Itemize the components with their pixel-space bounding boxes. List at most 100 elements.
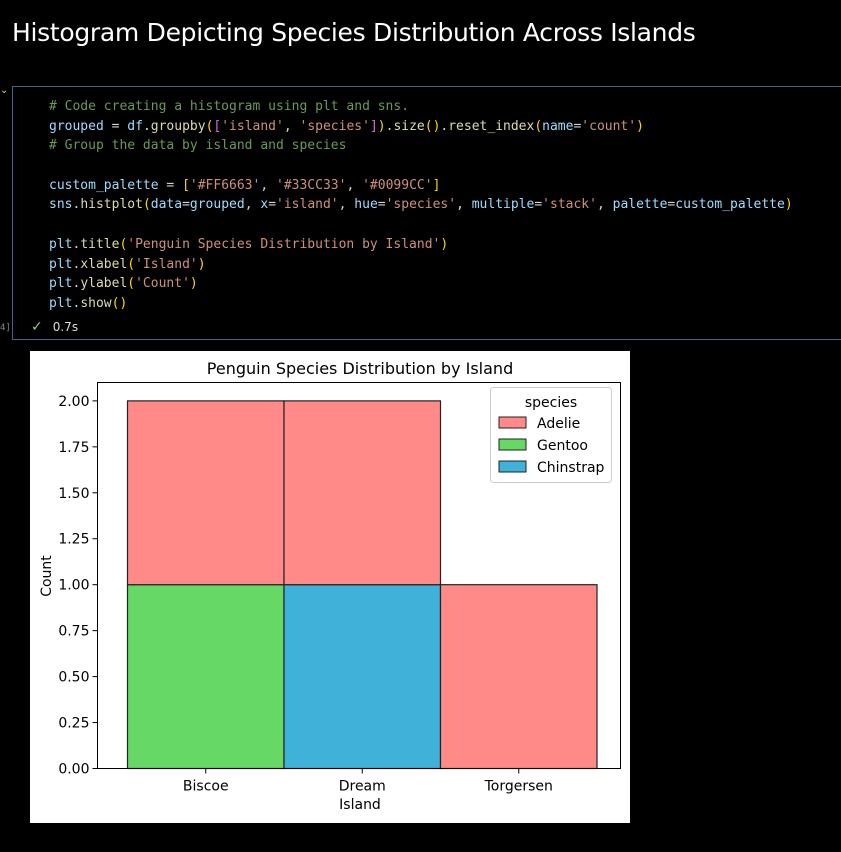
code-token: # Code creating a histogram using plt an… bbox=[49, 99, 410, 114]
code-token: custom_palette bbox=[675, 197, 785, 213]
y-tick-label: 1.25 bbox=[58, 532, 89, 548]
code-token: plt bbox=[49, 256, 73, 272]
code-token: ] bbox=[432, 177, 441, 193]
code-token: reset_index bbox=[448, 118, 535, 134]
code-token: . bbox=[72, 236, 81, 252]
code-editor[interactable]: # Code creating a histogram using plt an… bbox=[49, 97, 793, 314]
code-token: = bbox=[667, 197, 676, 213]
code-token: '#FF6663' bbox=[189, 177, 261, 193]
legend-swatch bbox=[498, 416, 527, 429]
code-line: plt.show() bbox=[49, 294, 793, 314]
y-axis-label: Count bbox=[39, 555, 55, 597]
code-token: sns bbox=[49, 197, 73, 213]
execution-time: 0.7s bbox=[52, 320, 79, 334]
code-token: . bbox=[72, 276, 81, 292]
legend-title: species bbox=[525, 395, 577, 411]
chart-title: Penguin Species Distribution by Island bbox=[207, 359, 513, 378]
code-line: custom_palette = ['#FF6663', '#33CC33', … bbox=[49, 176, 793, 196]
code-token: 'island' bbox=[276, 197, 339, 213]
bar-torgersen-adelie bbox=[439, 584, 598, 770]
code-token: = bbox=[377, 197, 386, 213]
code-token: name bbox=[542, 118, 574, 134]
code-token: plt bbox=[49, 295, 73, 311]
legend-label: Chinstrap bbox=[537, 460, 605, 476]
bar-dream-chinstrap bbox=[283, 584, 442, 770]
code-token: 'island' bbox=[221, 118, 284, 134]
code-token: , bbox=[338, 197, 355, 213]
code-token: ) bbox=[784, 197, 793, 213]
code-token: ( bbox=[127, 256, 136, 272]
code-token: [ bbox=[182, 177, 190, 193]
code-line bbox=[49, 156, 793, 176]
bar-dream-adelie bbox=[283, 400, 442, 586]
code-token: 'Island' bbox=[135, 256, 198, 272]
code-token: '#0099CC' bbox=[362, 177, 433, 193]
code-token: () bbox=[424, 118, 441, 134]
code-token: = bbox=[103, 118, 128, 134]
code-token: ] bbox=[369, 118, 378, 134]
legend-swatch bbox=[498, 438, 527, 451]
x-tick-label: Dream bbox=[339, 779, 386, 795]
code-token: grouped bbox=[189, 197, 245, 213]
code-token: ( bbox=[127, 276, 136, 292]
legend-box bbox=[490, 387, 612, 483]
code-token: histplot bbox=[80, 197, 143, 213]
code-token: . bbox=[385, 118, 394, 134]
histogram-chart: Penguin Species Distribution by Island 0… bbox=[39, 359, 621, 813]
code-token: , bbox=[346, 177, 363, 193]
legend-label: Gentoo bbox=[537, 438, 588, 454]
code-token: palette bbox=[612, 197, 668, 213]
code-line: plt.title('Penguin Species Distribution … bbox=[49, 235, 793, 255]
code-line bbox=[49, 215, 793, 235]
x-axis-label: Island bbox=[339, 797, 381, 813]
y-tick-label: 2.00 bbox=[58, 394, 89, 410]
code-token: = bbox=[534, 197, 543, 213]
legend-label: Adelie bbox=[537, 416, 580, 432]
code-token: ( bbox=[205, 118, 214, 134]
code-token: hue bbox=[354, 197, 378, 213]
code-token: xlabel bbox=[80, 256, 128, 272]
code-token: multiple bbox=[471, 197, 535, 213]
legend: species Adelie Gentoo Chinstrap bbox=[490, 387, 612, 483]
y-tick-label: 1.00 bbox=[58, 578, 89, 594]
code-token: = bbox=[182, 197, 190, 213]
code-token: # Group the data by island and species bbox=[49, 138, 347, 154]
code-token: '#33CC33' bbox=[276, 177, 347, 193]
code-token: 'species' bbox=[385, 197, 457, 213]
code-cell[interactable]: # Code creating a histogram using plt an… bbox=[12, 86, 841, 340]
code-token: = bbox=[573, 118, 582, 134]
code-line: plt.ylabel('Count') bbox=[49, 274, 793, 294]
code-token: ) bbox=[440, 236, 449, 252]
y-tick-label: 1.75 bbox=[58, 440, 89, 456]
code-token: ylabel bbox=[80, 276, 128, 292]
code-token: . bbox=[142, 118, 151, 134]
code-line: grouped = df.groupby(['island', 'species… bbox=[49, 117, 793, 137]
legend-swatch bbox=[498, 460, 527, 473]
code-token: 'stack' bbox=[542, 197, 597, 213]
code-token: 'species' bbox=[299, 118, 370, 134]
y-tick-label: 0.00 bbox=[58, 762, 89, 778]
code-token: 'Count' bbox=[135, 276, 190, 292]
code-token: () bbox=[111, 295, 128, 311]
code-token: ( bbox=[142, 197, 151, 213]
code-token: size bbox=[393, 118, 425, 134]
code-token: title bbox=[80, 236, 120, 252]
code-token: ) bbox=[189, 276, 198, 292]
code-token: . bbox=[440, 118, 449, 134]
code-token: data bbox=[150, 197, 183, 213]
y-tick-label: 1.50 bbox=[58, 486, 89, 502]
code-token: grouped bbox=[49, 118, 104, 134]
code-token: 'count' bbox=[581, 118, 637, 134]
code-line: # Code creating a histogram using plt an… bbox=[49, 97, 793, 117]
plot-frame bbox=[97, 382, 621, 769]
code-token: show bbox=[80, 295, 112, 311]
code-token: = bbox=[158, 177, 183, 193]
bar-biscoe-gentoo bbox=[126, 584, 285, 770]
check-icon: ✓ bbox=[31, 319, 43, 335]
chevron-down-icon[interactable]: ⌄ bbox=[0, 85, 9, 96]
cell-execution-count: 4] bbox=[0, 323, 11, 333]
code-token: ( bbox=[119, 236, 128, 252]
code-token: , bbox=[260, 177, 276, 193]
cell-status: ✓ 0.7s bbox=[31, 319, 78, 335]
code-token: . bbox=[72, 197, 81, 213]
